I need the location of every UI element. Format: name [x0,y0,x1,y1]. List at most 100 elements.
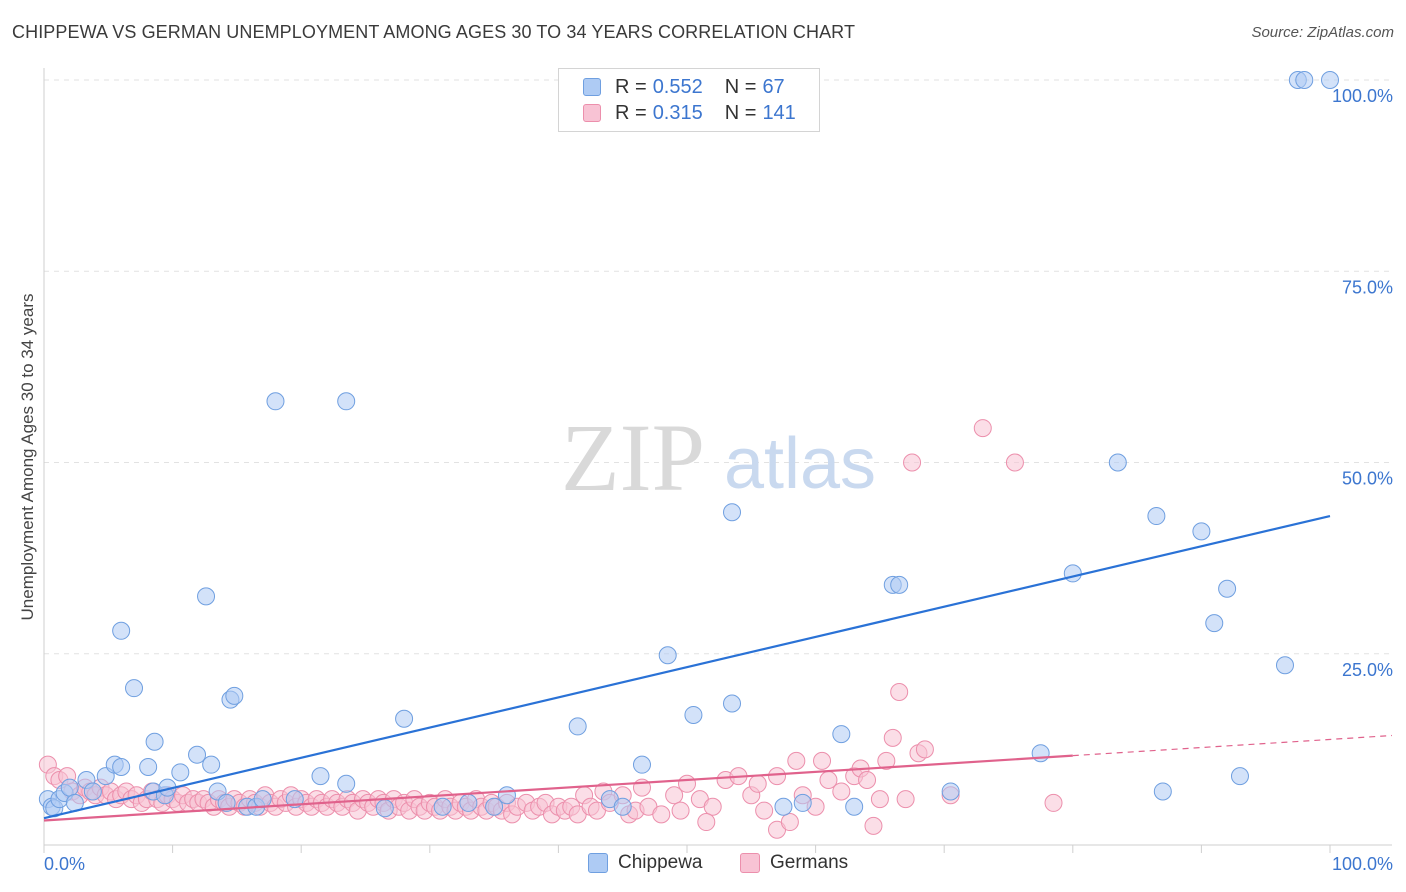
series-legend: Chippewa Germans [0,852,1406,878]
chippewa-point [1153,782,1172,801]
chippewa-r-value: 0.552 [652,75,703,98]
chippewa-point [311,767,330,786]
germans-point [903,453,922,472]
germans-point [870,790,889,809]
chippewa-point [568,717,587,736]
chippewa-point [395,709,414,728]
germans-legend-swatch [740,853,760,873]
germans-points [38,419,1063,839]
chippewa-point [253,790,272,809]
germans-point [755,801,774,820]
chippewa-point [375,799,394,818]
chart-title: CHIPPEWA VS GERMAN UNEMPLOYMENT AMONG AG… [12,22,856,42]
germans-point [665,786,684,805]
germans-n-value: 141 [762,101,796,124]
chippewa-point [723,694,742,713]
chippewa-point [793,793,812,812]
chippewa-trend-line [43,514,1331,820]
germans-point [703,797,722,816]
n-label: N = [724,101,757,124]
chippewa-point [125,679,144,698]
chippewa-point [1321,71,1339,89]
chippewa-point [485,797,504,816]
chippewa-point [459,793,478,812]
watermark-zip: ZIP [561,404,705,511]
chippewa-point [1295,71,1314,89]
chippewa-legend-swatch [588,853,608,873]
germans-point [877,751,896,770]
r-label: R = [615,101,647,124]
chippewa-point [890,575,909,594]
y-tick-label: 75.0% [1342,277,1393,297]
germans-point [748,774,767,793]
chippewa-point [337,392,356,411]
germans-point [890,683,909,701]
chippewa-point [112,621,131,640]
germans-point [883,728,902,747]
chippewa-point [225,686,244,705]
chippewa-point [202,755,221,774]
chippewa-point [266,392,285,411]
germans-r-value: 0.315 [652,101,703,124]
x-tick-label-max: 100.0% [1332,854,1393,874]
legend-row-chippewa: R = 0.552 N = 67 [583,74,785,100]
correlation-legend: R = 0.552 N = 67 R = 0.315 N = 141 [558,68,820,132]
chippewa-point [1218,579,1237,598]
germans-point [915,740,934,759]
y-tick-label: 50.0% [1342,469,1393,489]
germans-point [678,774,696,793]
chippewa-point [171,763,190,782]
germans-point [864,816,883,835]
germans-swatch [583,104,601,122]
watermark-atlas: atlas [724,424,876,504]
germans-point [652,805,671,824]
chippewa-point [1063,564,1082,583]
chippewa-point [145,732,164,751]
germans-point [787,751,806,770]
germans-point [896,790,915,809]
chippewa-point [1275,656,1294,675]
chippewa-point [217,793,236,812]
germans-point [858,770,877,789]
chippewa-point [832,725,851,744]
chippewa-point [1147,507,1166,526]
chippewa-point [774,797,793,816]
legend-item-chippewa[interactable]: Chippewa [588,852,703,874]
germans-point [973,419,992,438]
chippewa-n-value: 67 [762,75,785,98]
germans-trend-extension [1072,734,1393,757]
chippewa-point [723,503,742,522]
legend-row-germans: R = 0.315 N = 141 [583,100,796,126]
chippewa-point [188,745,207,764]
germans-point [671,801,690,820]
chippewa-point [1205,614,1224,633]
tick-labels: 25.0% 50.0% 75.0% 100.0% 0.0% 100.0% [44,86,1393,874]
chippewa-point [1230,767,1249,786]
gridlines [44,79,1392,655]
y-tick-label: 100.0% [1332,86,1393,106]
legend-item-germans[interactable]: Germans [740,852,848,874]
chippewa-point [941,782,960,801]
germans-point [813,751,832,770]
chippewa-point [497,786,516,805]
germans-point [780,813,799,832]
y-tick-label: 25.0% [1342,660,1393,680]
germans-point [1005,453,1024,472]
chippewa-point [83,782,102,801]
chippewa-point [112,757,131,776]
chippewa-point [658,646,677,665]
chippewa-swatch [583,78,601,96]
trend-lines [43,514,1393,822]
x-tick-label-min: 0.0% [44,854,85,874]
n-label: N = [724,75,757,98]
germans-point [1044,793,1063,812]
chippewa-point [632,755,651,774]
chippewa-point [1108,453,1127,472]
chippewa-legend-label: Chippewa [618,852,703,873]
germans-trend-line [43,754,1073,822]
germans-legend-label: Germans [770,852,849,873]
chippewa-point [684,705,703,724]
chippewa-point [197,587,216,606]
axes [43,68,1392,853]
germans-point [697,813,716,832]
